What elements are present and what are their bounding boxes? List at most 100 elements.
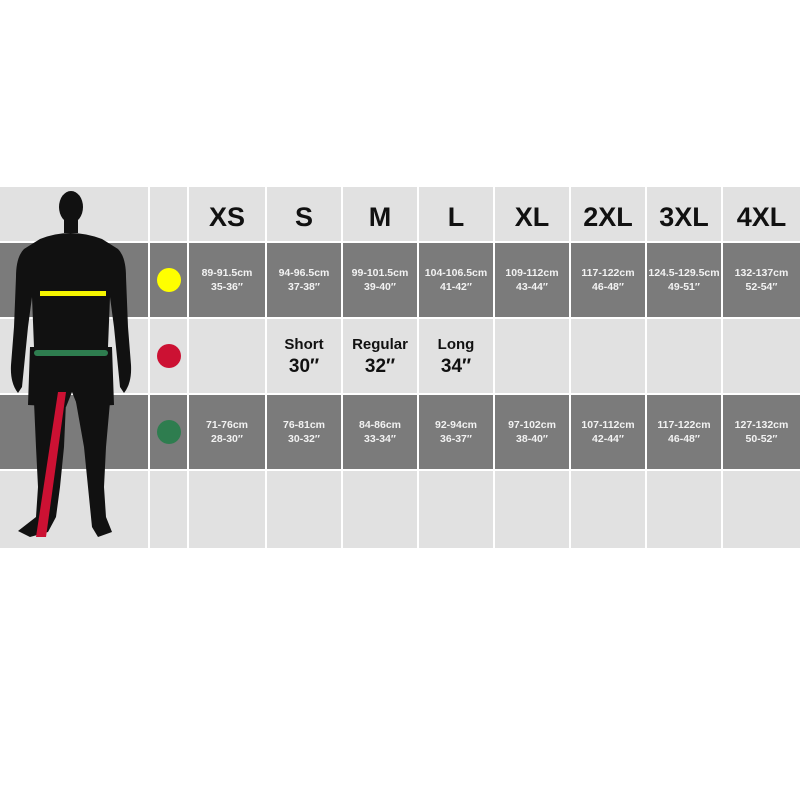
chest-cm-value: 109-112cm xyxy=(505,267,559,279)
chest-cm-value: 99-101.5cm xyxy=(351,267,409,279)
size-header-l: L xyxy=(419,187,493,241)
figure-cell xyxy=(0,395,148,469)
size-label: 3XL xyxy=(659,201,709,232)
inside-leg-dot-icon xyxy=(156,344,181,368)
waist-inch-value: 42-44″ xyxy=(592,433,624,445)
waist-measurement-cell: 107-112cm 42-44″ xyxy=(571,395,645,469)
leg-length-value: 30″ xyxy=(288,356,320,377)
waist-cm-value: 84-86cm xyxy=(358,419,402,431)
chest-measurement-cell: 94-96.5cm 37-38″ xyxy=(267,243,341,317)
chest-indicator-cell xyxy=(150,243,187,317)
size-label: XS xyxy=(208,201,246,232)
figure-cell xyxy=(0,187,148,241)
empty-cell xyxy=(571,471,645,548)
empty-cell xyxy=(495,471,569,548)
figure-cell xyxy=(0,471,148,548)
chest-inch-value: 35-36″ xyxy=(211,281,243,293)
waist-measurement-cell: 92-94cm 36-37″ xyxy=(419,395,493,469)
size-label: 4XL xyxy=(736,201,787,232)
inside-leg-cell xyxy=(189,319,265,393)
waist-cm-value: 117-122cm xyxy=(657,419,711,431)
chest-cm-value: 89-91.5cm xyxy=(201,267,253,279)
size-header-s: S xyxy=(267,187,341,241)
waist-cm-value: 92-94cm xyxy=(434,419,478,431)
chest-measurement-cell: 124.5-129.5cm 49-51″ xyxy=(647,243,721,317)
chest-inch-value: 43-44″ xyxy=(516,281,548,293)
figure-cell xyxy=(0,319,148,393)
size-header-3xl: 3XL xyxy=(647,187,721,241)
leg-length-name: Regular xyxy=(352,336,408,353)
inside_leg-indicator-cell xyxy=(150,319,187,393)
figure-cell xyxy=(0,243,148,317)
inside-leg-cell: Regular 32″ xyxy=(343,319,417,393)
size-header-m: M xyxy=(343,187,417,241)
inside-leg-cell: Short 30″ xyxy=(267,319,341,393)
chest-measurement-cell: 109-112cm 43-44″ xyxy=(495,243,569,317)
inside-leg-cell: Long 34″ xyxy=(419,319,493,393)
chest-inch-value: 46-48″ xyxy=(592,281,624,293)
size-label: 2XL xyxy=(583,201,633,232)
size-label: S xyxy=(294,201,313,232)
waist-indicator-cell xyxy=(150,395,187,469)
empty-cell xyxy=(150,471,187,548)
chest-measurement-cell: 89-91.5cm 35-36″ xyxy=(189,243,265,317)
waist-measurement-cell: 76-81cm 30-32″ xyxy=(267,395,341,469)
waist-inch-value: 30-32″ xyxy=(288,433,320,445)
empty-cell xyxy=(419,471,493,548)
chest-measurement-cell: 104-106.5cm 41-42″ xyxy=(419,243,493,317)
waist-cm-value: 76-81cm xyxy=(282,419,326,431)
chest-inch-value: 37-38″ xyxy=(288,281,320,293)
leg-length-value: 34″ xyxy=(440,356,472,377)
empty-cell xyxy=(267,471,341,548)
waist-inch-value: 33-34″ xyxy=(364,433,396,445)
size-label: M xyxy=(368,201,392,232)
chest-inch-value: 49-51″ xyxy=(668,281,700,293)
chest-inch-value: 52-54″ xyxy=(745,281,778,293)
waist-inch-value: 28-30″ xyxy=(211,433,243,445)
size-header-xs: XS xyxy=(189,187,265,241)
chest-measurement-cell: 117-122cm 46-48″ xyxy=(571,243,645,317)
chest-cm-value: 104-106.5cm xyxy=(424,267,488,279)
chest-inch-value: 41-42″ xyxy=(440,281,472,293)
waist-inch-value: 50-52″ xyxy=(745,433,778,445)
size-label: L xyxy=(447,201,465,232)
waist-inch-value: 38-40″ xyxy=(516,433,548,445)
leg-length-name: Short xyxy=(284,336,324,353)
size-chart-table: XS S M L XL 2XL 3XL 4XL 89-91.5cm 35-36″ 94-96.5cm… xyxy=(0,187,800,548)
waist-measurement-cell: 97-102cm 38-40″ xyxy=(495,395,569,469)
chest-measurement-cell: 99-101.5cm 39-40″ xyxy=(343,243,417,317)
waist-cm-value: 97-102cm xyxy=(508,419,556,431)
waist-cm-value: 71-76cm xyxy=(205,419,249,431)
waist-measurement-cell: 84-86cm 33-34″ xyxy=(343,395,417,469)
chest-dot-icon xyxy=(156,268,181,292)
chest-cm-value: 94-96.5cm xyxy=(278,267,330,279)
waist-measurement-cell: 117-122cm 46-48″ xyxy=(647,395,721,469)
size-header-4xl: 4XL xyxy=(723,187,800,241)
inside-leg-cell xyxy=(723,319,800,393)
waist-measurement-cell: 127-132cm 50-52″ xyxy=(723,395,800,469)
inside-leg-cell xyxy=(495,319,569,393)
chest-cm-value: 132-137cm xyxy=(734,267,789,279)
leg-length-name: Long xyxy=(437,336,475,353)
size-header-2xl: 2XL xyxy=(571,187,645,241)
empty-cell xyxy=(343,471,417,548)
waist-measurement-cell: 71-76cm 28-30″ xyxy=(189,395,265,469)
waist-cm-value: 127-132cm xyxy=(734,419,789,431)
indicator-header-cell xyxy=(150,187,187,241)
empty-cell xyxy=(189,471,265,548)
size-header-xl: XL xyxy=(495,187,569,241)
inside-leg-cell xyxy=(647,319,721,393)
size-label: XL xyxy=(514,201,550,232)
chest-cm-value: 124.5-129.5cm xyxy=(648,267,720,279)
chest-cm-value: 117-122cm xyxy=(581,267,635,279)
waist-dot-icon xyxy=(156,420,181,444)
chest-inch-value: 39-40″ xyxy=(364,281,396,293)
chest-measurement-cell: 132-137cm 52-54″ xyxy=(723,243,800,317)
waist-inch-value: 36-37″ xyxy=(440,433,472,445)
inside-leg-cell xyxy=(571,319,645,393)
empty-cell xyxy=(723,471,800,548)
waist-cm-value: 107-112cm xyxy=(581,419,635,431)
empty-cell xyxy=(647,471,721,548)
leg-length-value: 32″ xyxy=(364,356,396,377)
waist-inch-value: 46-48″ xyxy=(668,433,700,445)
